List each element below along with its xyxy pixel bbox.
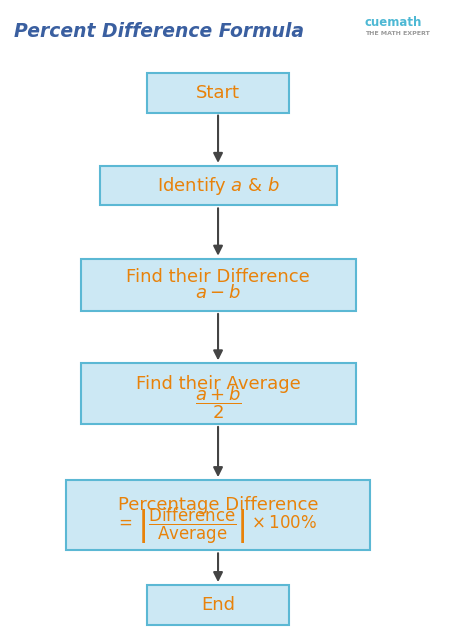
- Text: $\dfrac{a+b}{2}$: $\dfrac{a+b}{2}$: [195, 385, 241, 421]
- Text: THE MATH EXPERT: THE MATH EXPERT: [365, 31, 430, 36]
- FancyBboxPatch shape: [147, 585, 289, 625]
- Text: Identify $a$ & $b$: Identify $a$ & $b$: [156, 175, 280, 196]
- Text: Find their Difference: Find their Difference: [126, 268, 310, 286]
- Text: Find their Average: Find their Average: [136, 376, 301, 394]
- FancyBboxPatch shape: [147, 73, 289, 113]
- FancyBboxPatch shape: [66, 480, 370, 550]
- Text: cuemath: cuemath: [365, 16, 422, 29]
- Text: $a-b$: $a-b$: [195, 284, 241, 301]
- Text: Percentage Difference: Percentage Difference: [118, 495, 318, 514]
- Text: End: End: [201, 596, 235, 614]
- FancyBboxPatch shape: [100, 166, 337, 205]
- Text: = $\left|\dfrac{\mathrm{Difference}}{\mathrm{Average}}\right| \times 100\%$: = $\left|\dfrac{\mathrm{Difference}}{\ma…: [118, 506, 318, 546]
- Text: Start: Start: [196, 84, 240, 102]
- Text: Percent Difference Formula: Percent Difference Formula: [14, 22, 304, 42]
- FancyBboxPatch shape: [81, 363, 356, 424]
- FancyBboxPatch shape: [81, 259, 356, 311]
